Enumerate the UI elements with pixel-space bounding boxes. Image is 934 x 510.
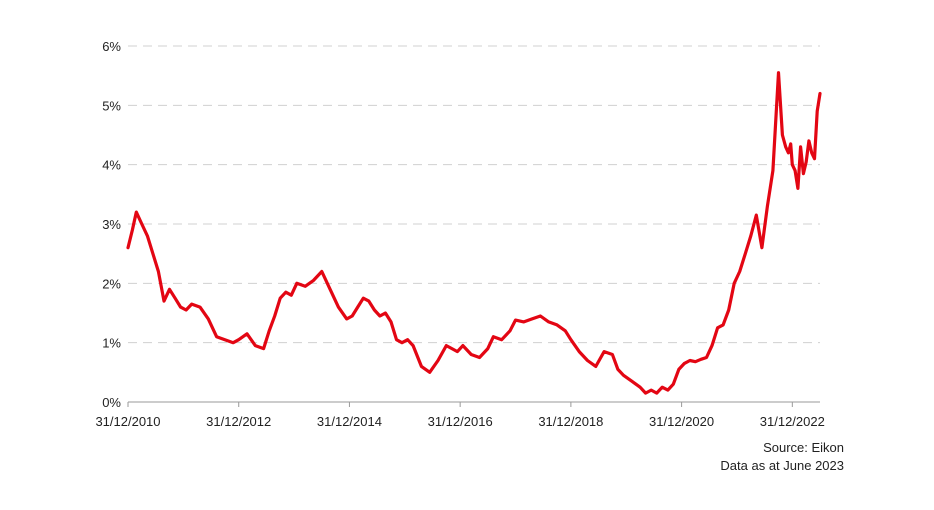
x-tick-label: 31/12/2014	[317, 414, 382, 429]
y-tick-label: 5%	[102, 98, 121, 113]
x-tick-label: 31/12/2012	[206, 414, 271, 429]
x-tick-label: 31/12/2020	[649, 414, 714, 429]
x-tick-label: 31/12/2016	[428, 414, 493, 429]
x-axis-ticks: 31/12/2010 31/12/2012 31/12/2014 31/12/2016…	[95, 402, 825, 429]
y-tick-label: 1%	[102, 336, 121, 351]
y-tick-label: 3%	[102, 217, 121, 232]
y-tick-label: 0%	[102, 395, 121, 410]
y-tick-label: 2%	[102, 276, 121, 291]
series-layer	[126, 71, 822, 395]
source-line: Source: Eikon	[763, 440, 844, 455]
series-line	[126, 71, 822, 395]
x-tick-label: 31/12/2018	[538, 414, 603, 429]
gridlines	[128, 45, 820, 403]
x-tick-label: 31/12/2010	[95, 414, 160, 429]
y-tick-label: 6%	[102, 39, 121, 54]
y-axis-ticks: 0% 1% 2% 3% 4% 5% 6%	[102, 39, 121, 410]
data-date-line: Data as at June 2023	[720, 458, 844, 473]
source-note: Source: Eikon Data as at June 2023	[720, 439, 844, 475]
y-tick-label: 4%	[102, 158, 121, 173]
x-tick-label: 31/12/2022	[760, 414, 825, 429]
